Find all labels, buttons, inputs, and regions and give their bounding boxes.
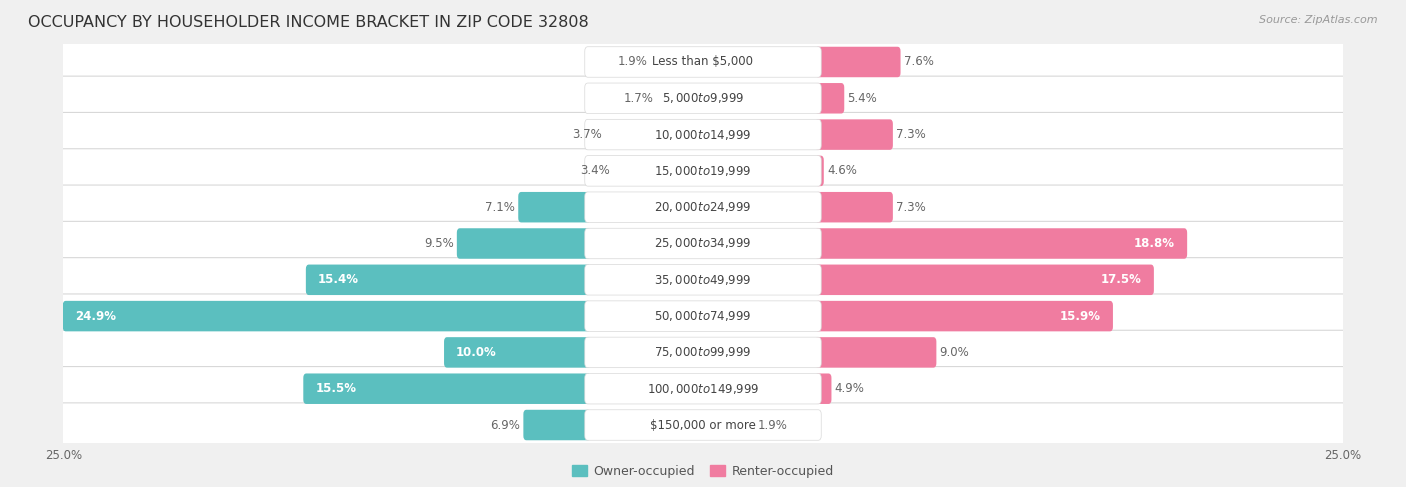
FancyBboxPatch shape [444,337,591,368]
FancyBboxPatch shape [815,228,1187,259]
FancyBboxPatch shape [585,192,821,223]
FancyBboxPatch shape [59,403,1347,447]
Text: 6.9%: 6.9% [491,418,520,431]
FancyBboxPatch shape [585,119,821,150]
Text: Less than $5,000: Less than $5,000 [652,56,754,69]
FancyBboxPatch shape [59,40,1347,84]
FancyBboxPatch shape [59,149,1347,193]
FancyBboxPatch shape [59,367,1347,411]
Text: $10,000 to $14,999: $10,000 to $14,999 [654,128,752,142]
FancyBboxPatch shape [304,374,591,404]
FancyBboxPatch shape [307,264,591,295]
FancyBboxPatch shape [815,374,831,404]
Text: $5,000 to $9,999: $5,000 to $9,999 [662,91,744,105]
FancyBboxPatch shape [815,83,844,113]
FancyBboxPatch shape [59,330,1347,375]
FancyBboxPatch shape [59,185,1347,229]
Text: $50,000 to $74,999: $50,000 to $74,999 [654,309,752,323]
FancyBboxPatch shape [585,301,821,331]
Text: 15.5%: 15.5% [315,382,356,395]
FancyBboxPatch shape [59,112,1347,157]
Text: 9.0%: 9.0% [939,346,970,359]
Text: 17.5%: 17.5% [1101,273,1142,286]
FancyBboxPatch shape [585,47,821,77]
Text: 5.4%: 5.4% [848,92,877,105]
FancyBboxPatch shape [815,301,1114,331]
FancyBboxPatch shape [519,192,591,223]
Text: 7.3%: 7.3% [896,128,927,141]
FancyBboxPatch shape [63,301,591,331]
Text: 18.8%: 18.8% [1135,237,1175,250]
Text: $20,000 to $24,999: $20,000 to $24,999 [654,200,752,214]
FancyBboxPatch shape [585,264,821,295]
Text: 15.4%: 15.4% [318,273,359,286]
FancyBboxPatch shape [523,410,591,440]
Text: 4.6%: 4.6% [827,165,858,177]
Text: 15.9%: 15.9% [1060,310,1101,322]
Text: $35,000 to $49,999: $35,000 to $49,999 [654,273,752,287]
Text: 4.9%: 4.9% [835,382,865,395]
FancyBboxPatch shape [59,294,1347,338]
Text: $15,000 to $19,999: $15,000 to $19,999 [654,164,752,178]
FancyBboxPatch shape [457,228,591,259]
FancyBboxPatch shape [585,337,821,368]
Text: 9.5%: 9.5% [423,237,454,250]
Text: OCCUPANCY BY HOUSEHOLDER INCOME BRACKET IN ZIP CODE 32808: OCCUPANCY BY HOUSEHOLDER INCOME BRACKET … [28,15,589,30]
Text: $75,000 to $99,999: $75,000 to $99,999 [654,345,752,359]
Text: 3.7%: 3.7% [572,128,602,141]
Legend: Owner-occupied, Renter-occupied: Owner-occupied, Renter-occupied [568,460,838,483]
Text: 10.0%: 10.0% [456,346,496,359]
Text: Source: ZipAtlas.com: Source: ZipAtlas.com [1260,15,1378,25]
Text: 1.9%: 1.9% [619,56,648,69]
FancyBboxPatch shape [585,156,821,186]
Text: 1.7%: 1.7% [623,92,654,105]
FancyBboxPatch shape [59,222,1347,265]
Text: 7.3%: 7.3% [896,201,927,214]
Text: 3.4%: 3.4% [579,165,610,177]
FancyBboxPatch shape [815,156,824,186]
FancyBboxPatch shape [59,258,1347,302]
FancyBboxPatch shape [585,410,821,440]
Text: $25,000 to $34,999: $25,000 to $34,999 [654,237,752,250]
Text: 1.9%: 1.9% [758,418,787,431]
FancyBboxPatch shape [585,374,821,404]
FancyBboxPatch shape [815,337,936,368]
Text: 24.9%: 24.9% [75,310,115,322]
FancyBboxPatch shape [815,47,901,77]
FancyBboxPatch shape [815,119,893,150]
Text: 7.6%: 7.6% [904,56,934,69]
FancyBboxPatch shape [815,192,893,223]
Text: $100,000 to $149,999: $100,000 to $149,999 [647,382,759,396]
FancyBboxPatch shape [585,228,821,259]
FancyBboxPatch shape [815,264,1154,295]
FancyBboxPatch shape [585,83,821,113]
FancyBboxPatch shape [59,76,1347,120]
Text: $150,000 or more: $150,000 or more [650,418,756,431]
Text: 7.1%: 7.1% [485,201,515,214]
